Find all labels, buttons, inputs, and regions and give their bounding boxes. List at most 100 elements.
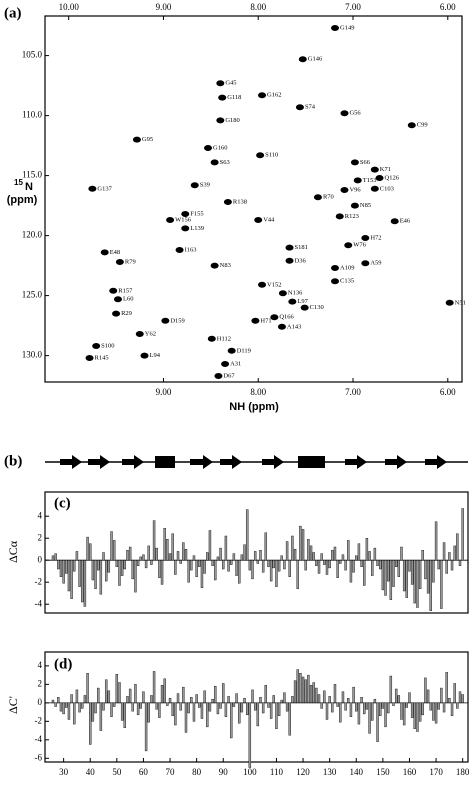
bar <box>408 692 411 704</box>
bar <box>373 698 377 704</box>
peak-label: D119 <box>237 347 251 354</box>
bar <box>331 702 334 713</box>
bar <box>410 702 414 718</box>
bar <box>352 686 355 704</box>
bar <box>277 560 281 572</box>
y-tick-label: -4 <box>35 734 43 744</box>
bar <box>389 675 393 704</box>
bar <box>355 555 358 561</box>
bar <box>325 702 329 720</box>
peak-label: A109 <box>340 264 354 271</box>
bar <box>168 698 172 704</box>
peak <box>256 152 265 159</box>
bar <box>336 560 339 579</box>
bar <box>381 702 385 709</box>
bar <box>134 684 137 704</box>
peak <box>218 94 227 101</box>
y-tick-label: -4 <box>35 598 43 608</box>
bar <box>235 693 238 704</box>
peak-label: A59 <box>370 260 381 267</box>
peak-label: D36 <box>295 257 307 264</box>
bar <box>128 546 132 561</box>
bar <box>253 702 257 711</box>
bar <box>115 673 119 704</box>
bar <box>67 702 71 720</box>
bar <box>275 702 278 729</box>
bar <box>458 560 462 566</box>
bar <box>168 553 172 561</box>
y-axis-isotope: 15 <box>14 178 23 187</box>
bar <box>349 560 353 583</box>
bar <box>222 683 225 704</box>
x2-tick-label: 6.00 <box>440 2 456 12</box>
y-tick-label: -2 <box>35 576 43 586</box>
bar <box>128 688 132 704</box>
bar <box>269 560 273 582</box>
peak-label: Q166 <box>279 314 294 321</box>
bar <box>325 560 329 575</box>
bar <box>97 560 100 571</box>
peak <box>210 262 219 269</box>
bar <box>57 560 60 570</box>
bar <box>402 560 406 592</box>
peak <box>295 104 304 111</box>
bar <box>139 556 142 561</box>
peak <box>300 304 309 311</box>
x-tick-label: 30 <box>59 767 69 777</box>
bar <box>230 702 233 739</box>
peak <box>216 80 225 87</box>
peak <box>390 218 399 225</box>
bar <box>131 702 134 712</box>
peak <box>258 92 267 99</box>
x-tick-label: 70 <box>166 767 176 777</box>
bar <box>158 702 161 718</box>
bar <box>349 702 353 717</box>
bar <box>158 560 161 579</box>
bar <box>264 532 268 561</box>
bar <box>261 560 265 573</box>
peak-label: N136 <box>288 290 303 297</box>
peak-label: H71 <box>260 317 271 324</box>
x-tick-label: 50 <box>112 767 122 777</box>
bar <box>136 702 140 716</box>
bar <box>251 560 254 580</box>
peak-label: S74 <box>305 104 316 111</box>
bar <box>240 554 244 561</box>
bar <box>179 560 182 564</box>
bar <box>251 689 254 704</box>
bar <box>424 560 427 580</box>
peak <box>370 166 379 173</box>
bar <box>437 702 440 710</box>
peak-label: L97 <box>297 298 308 305</box>
bar <box>123 560 127 570</box>
bar <box>296 669 299 704</box>
bar <box>75 689 79 704</box>
bar <box>118 682 121 704</box>
bar <box>91 560 95 581</box>
bar <box>384 702 387 728</box>
bar <box>136 560 140 566</box>
bar <box>336 702 339 707</box>
peak-label: S110 <box>265 152 278 159</box>
bar <box>365 538 369 561</box>
x-tick-label: 60 <box>139 767 149 777</box>
bar <box>450 702 454 716</box>
bar <box>195 560 198 577</box>
bar <box>445 560 448 574</box>
x2-tick-label: 7.00 <box>345 2 361 12</box>
bar <box>176 551 180 561</box>
bar <box>104 560 108 582</box>
bar <box>384 560 387 596</box>
bar <box>54 702 57 707</box>
peak-label: E48 <box>110 249 120 256</box>
bar <box>285 702 289 712</box>
y-tick-label: 130.0 <box>22 350 43 360</box>
bar <box>261 702 265 714</box>
bar <box>78 702 81 713</box>
bar <box>131 560 134 580</box>
bar <box>192 702 196 722</box>
bar <box>203 690 206 704</box>
peak-label: G118 <box>227 94 241 101</box>
bar <box>442 542 446 561</box>
bar <box>331 550 334 561</box>
